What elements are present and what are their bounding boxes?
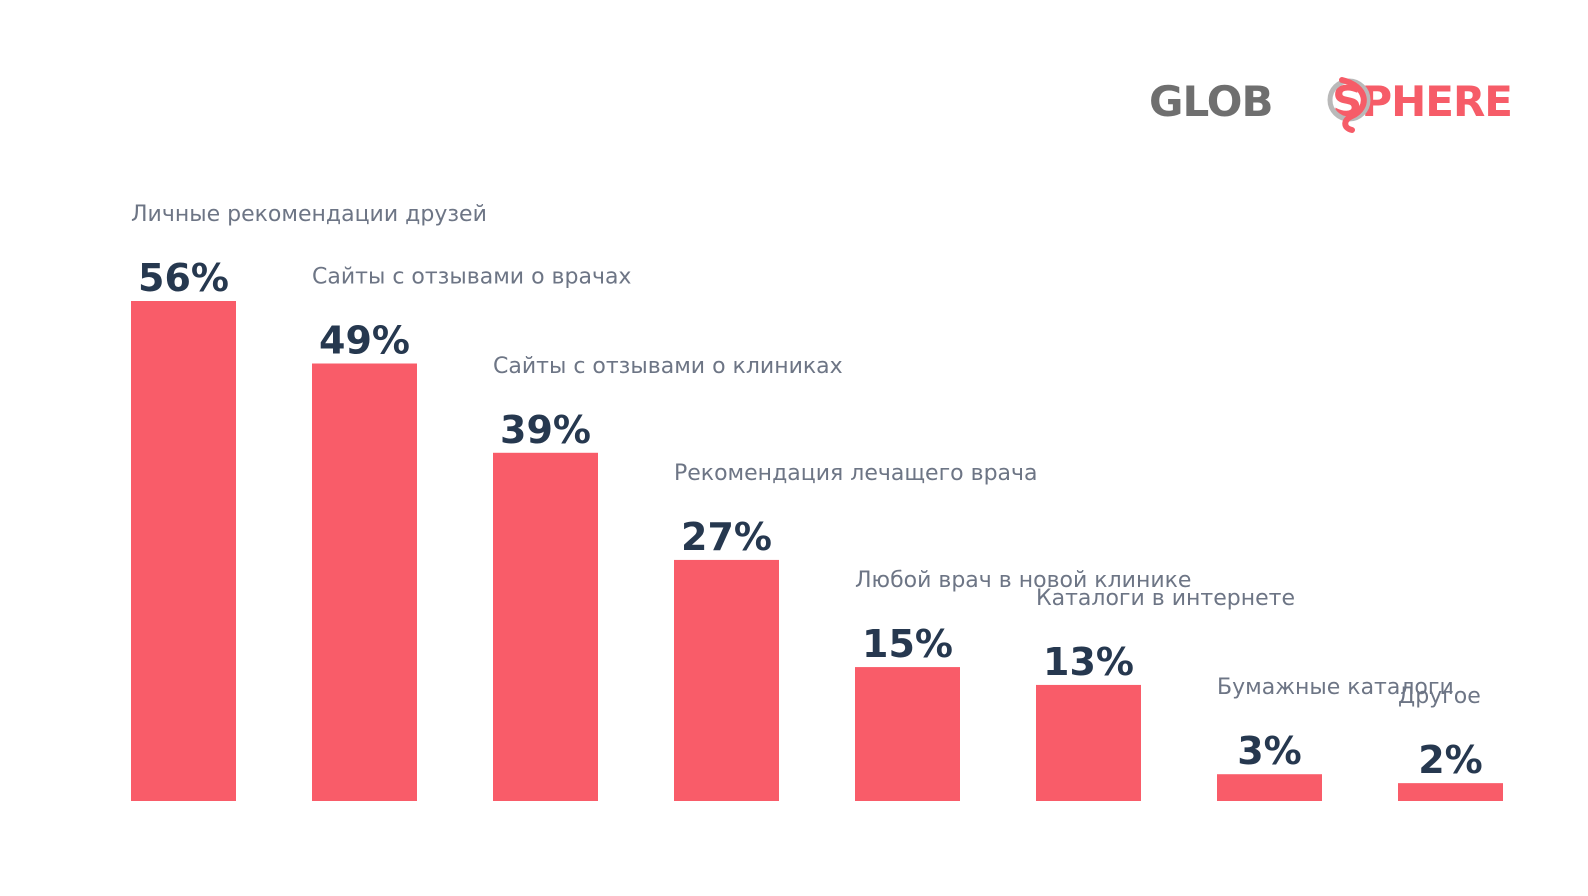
category-label-7: Бумажные каталоги xyxy=(1217,675,1454,700)
logo-emblem-icon xyxy=(1327,77,1371,133)
value-label-3: 39% xyxy=(500,408,591,452)
value-label-4: 27% xyxy=(681,515,772,559)
category-label-3: Сайты с отзывами о клиниках xyxy=(493,354,843,379)
value-label-5: 15% xyxy=(862,622,953,666)
value-label-2: 49% xyxy=(319,319,410,363)
category-label-6: Каталоги в интернете xyxy=(1036,586,1295,611)
bar-8 xyxy=(1398,783,1503,801)
bar-7 xyxy=(1217,774,1322,801)
category-label-1: Личные рекомендации друзей xyxy=(131,202,487,227)
category-label-8: Другое xyxy=(1398,684,1481,709)
labels-group: 56% Личные рекомендации друзей 49% Сайты с … xyxy=(131,202,1483,782)
logo-text-glob: GLOB xyxy=(1149,77,1272,126)
value-label-7: 3% xyxy=(1237,729,1302,773)
category-label-4: Рекомендация лечащего врача xyxy=(674,461,1038,486)
value-label-6: 13% xyxy=(1043,640,1134,684)
category-label-5: Любой врач в новой клинике xyxy=(855,568,1191,593)
bar-5 xyxy=(855,667,960,801)
bar-2 xyxy=(312,363,417,801)
logo: GLOB SPHERE xyxy=(1149,77,1513,133)
category-label-2: Сайты с отзывами о врачах xyxy=(312,265,631,290)
bar-3 xyxy=(493,452,598,801)
value-label-8: 2% xyxy=(1418,738,1483,782)
bar-6 xyxy=(1036,684,1141,801)
bar-1 xyxy=(131,301,236,801)
value-label-1: 56% xyxy=(138,256,229,300)
bars-group xyxy=(131,301,1503,801)
bar-4 xyxy=(674,559,779,801)
